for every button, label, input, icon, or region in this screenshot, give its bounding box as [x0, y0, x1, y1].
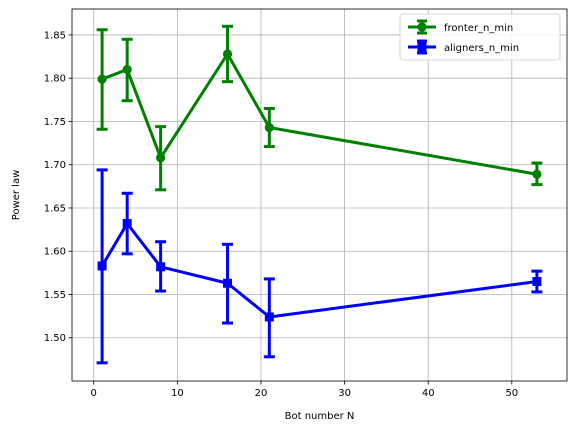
legend-marker	[417, 22, 427, 32]
series-aligners_n_min	[96, 168, 543, 365]
y-axis: 1.50 1.55 1.60 1.65 1.70 1.75 1.80 1.85	[44, 30, 72, 344]
legend-marker	[417, 42, 427, 52]
data-point	[156, 153, 166, 163]
data-point	[156, 262, 166, 272]
data-point	[97, 261, 107, 271]
y-tick-label: 1.55	[44, 290, 66, 301]
data-point	[97, 74, 107, 84]
series-line	[100, 222, 538, 319]
x-tick-label: 20	[255, 388, 268, 399]
data-point	[122, 219, 132, 229]
y-tick-label: 1.70	[44, 160, 66, 171]
y-tick-label: 1.60	[44, 247, 66, 258]
y-tick-label: 1.50	[44, 333, 66, 344]
series-fronter_n_min	[96, 24, 543, 192]
data-point	[532, 169, 542, 179]
y-axis-label: Power law	[11, 170, 22, 221]
legend-entry: aligners_n_min	[408, 39, 519, 55]
plot-frame	[71, 8, 568, 382]
data-point	[223, 278, 233, 288]
legend-entry: fronter_n_min	[408, 19, 513, 35]
x-tick-label: 30	[338, 388, 351, 399]
y-tick-label: 1.75	[44, 117, 66, 128]
x-tick-label: 10	[171, 388, 184, 399]
data-point	[264, 122, 274, 133]
data-point	[532, 277, 542, 287]
data-point	[264, 312, 274, 322]
x-tick-label: 40	[422, 388, 435, 399]
x-axis: 0 10 20 30 40 50	[91, 381, 518, 399]
data-point	[122, 64, 132, 75]
y-tick-label: 1.65	[44, 203, 66, 214]
y-tick-label: 1.85	[44, 30, 66, 41]
x-tick-label: 50	[505, 388, 518, 399]
x-tick-label: 0	[91, 388, 97, 399]
y-tick-label: 1.80	[44, 74, 66, 85]
legend-label: fronter_n_min	[444, 23, 513, 34]
legend: fronter_n_min aligners_n_min	[399, 13, 561, 61]
legend-label: aligners_n_min	[444, 43, 519, 54]
data-point	[222, 49, 233, 59]
x-axis-label: Bot number N	[285, 411, 355, 422]
series-layer	[96, 24, 543, 365]
legend-box	[399, 13, 561, 61]
